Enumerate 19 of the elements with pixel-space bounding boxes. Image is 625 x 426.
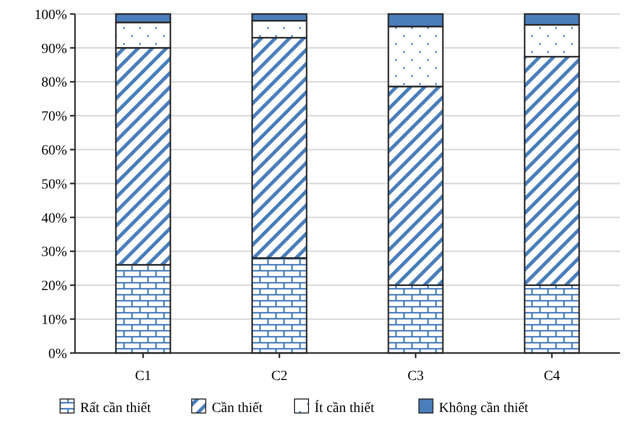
legend-label: Ít cần thiết xyxy=(314,399,374,416)
legend-label: Rất cần thiết xyxy=(80,401,151,416)
y-tick-label: 10% xyxy=(41,313,68,328)
y-tick-label: 90% xyxy=(41,42,68,57)
y-tick-label: 100% xyxy=(34,8,68,23)
y-tick-label: 70% xyxy=(41,110,68,125)
x-tick-label: C1 xyxy=(134,369,152,384)
y-tick-label: 20% xyxy=(41,279,68,294)
y-tick-label: 60% xyxy=(41,144,68,158)
x-tick-label: C4 xyxy=(544,369,560,384)
x-tick-label: C2 xyxy=(271,369,288,384)
y-tick-label: 50% xyxy=(41,177,68,192)
legend-label: Cần thiết xyxy=(212,401,263,416)
y-tick-label: 30% xyxy=(41,245,68,260)
y-tick-label: 40% xyxy=(41,211,68,226)
legend-label: Không cần thiết xyxy=(438,401,528,416)
x-tick-label: C3 xyxy=(407,369,424,384)
y-tick-label: 80% xyxy=(41,76,68,91)
y-tick-label: 0% xyxy=(48,346,68,362)
